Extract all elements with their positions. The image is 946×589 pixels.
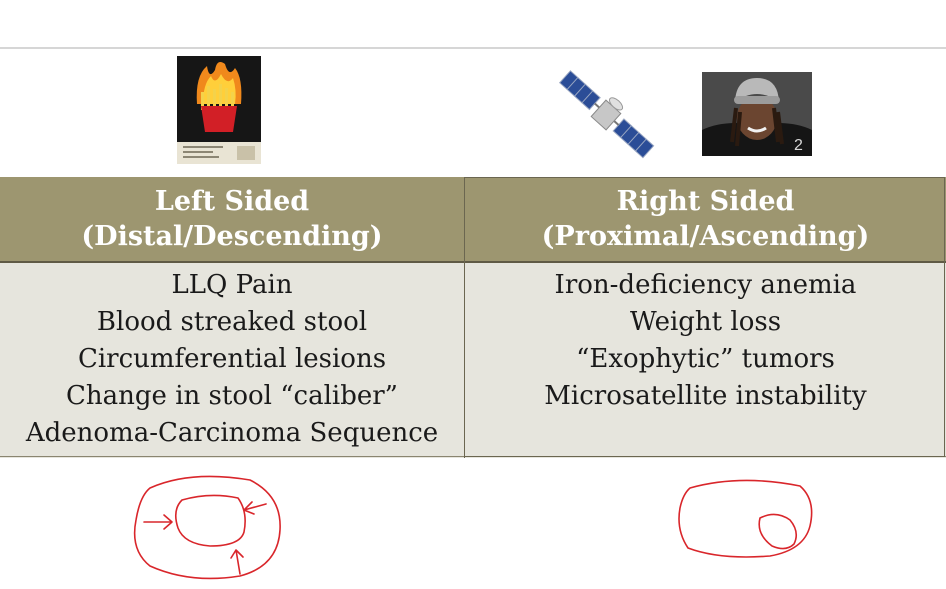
- inner-ring-sketch: [174, 494, 246, 547]
- satellite-image: [556, 66, 656, 164]
- list-item: Change in stool “caliber”: [66, 381, 398, 411]
- header-subtitle: (Proximal/Ascending): [541, 221, 870, 252]
- svg-text:2: 2: [794, 137, 803, 154]
- list-item: Microsatellite instability: [544, 381, 867, 411]
- arrow-left-sketch: [143, 514, 173, 530]
- exophytic-tumor-sketch: [758, 513, 798, 550]
- header-subtitle: (Distal/Descending): [81, 221, 383, 252]
- list-item: Iron-deficiency anemia: [554, 270, 857, 300]
- football-player-photo: 2: [702, 72, 812, 156]
- comparison-table: Left Sided (Distal/Descending) LLQ Pain …: [0, 177, 946, 458]
- outer-ring-sketch: [133, 475, 281, 580]
- list-item: LLQ Pain: [171, 270, 293, 300]
- left-sided-header: Left Sided (Distal/Descending): [0, 177, 464, 261]
- outer-bowel-sketch: [678, 479, 813, 558]
- right-sided-column: Right Sided (Proximal/Ascending) Iron-de…: [464, 177, 946, 458]
- header-title: Left Sided: [154, 186, 310, 217]
- list-item: Blood streaked stool: [96, 307, 368, 337]
- list-item: Weight loss: [629, 307, 782, 337]
- header-title: Right Sided: [616, 186, 795, 217]
- list-item: “Exophytic” tumors: [576, 344, 835, 374]
- list-item: Circumferential lesions: [77, 344, 387, 374]
- arrow-right-sketch: [243, 501, 267, 515]
- right-sided-list: Iron-deficiency anemia Weight loss “Exop…: [464, 261, 946, 458]
- list-item: Adenoma-Carcinoma Sequence: [25, 418, 439, 448]
- arrow-bottom-sketch: [230, 549, 244, 575]
- right-sided-header: Right Sided (Proximal/Ascending): [464, 177, 946, 261]
- fries-poster-image: [177, 56, 261, 164]
- top-divider: [0, 47, 946, 49]
- left-sided-list: LLQ Pain Blood streaked stool Circumfere…: [0, 261, 464, 458]
- left-sided-column: Left Sided (Distal/Descending) LLQ Pain …: [0, 177, 464, 458]
